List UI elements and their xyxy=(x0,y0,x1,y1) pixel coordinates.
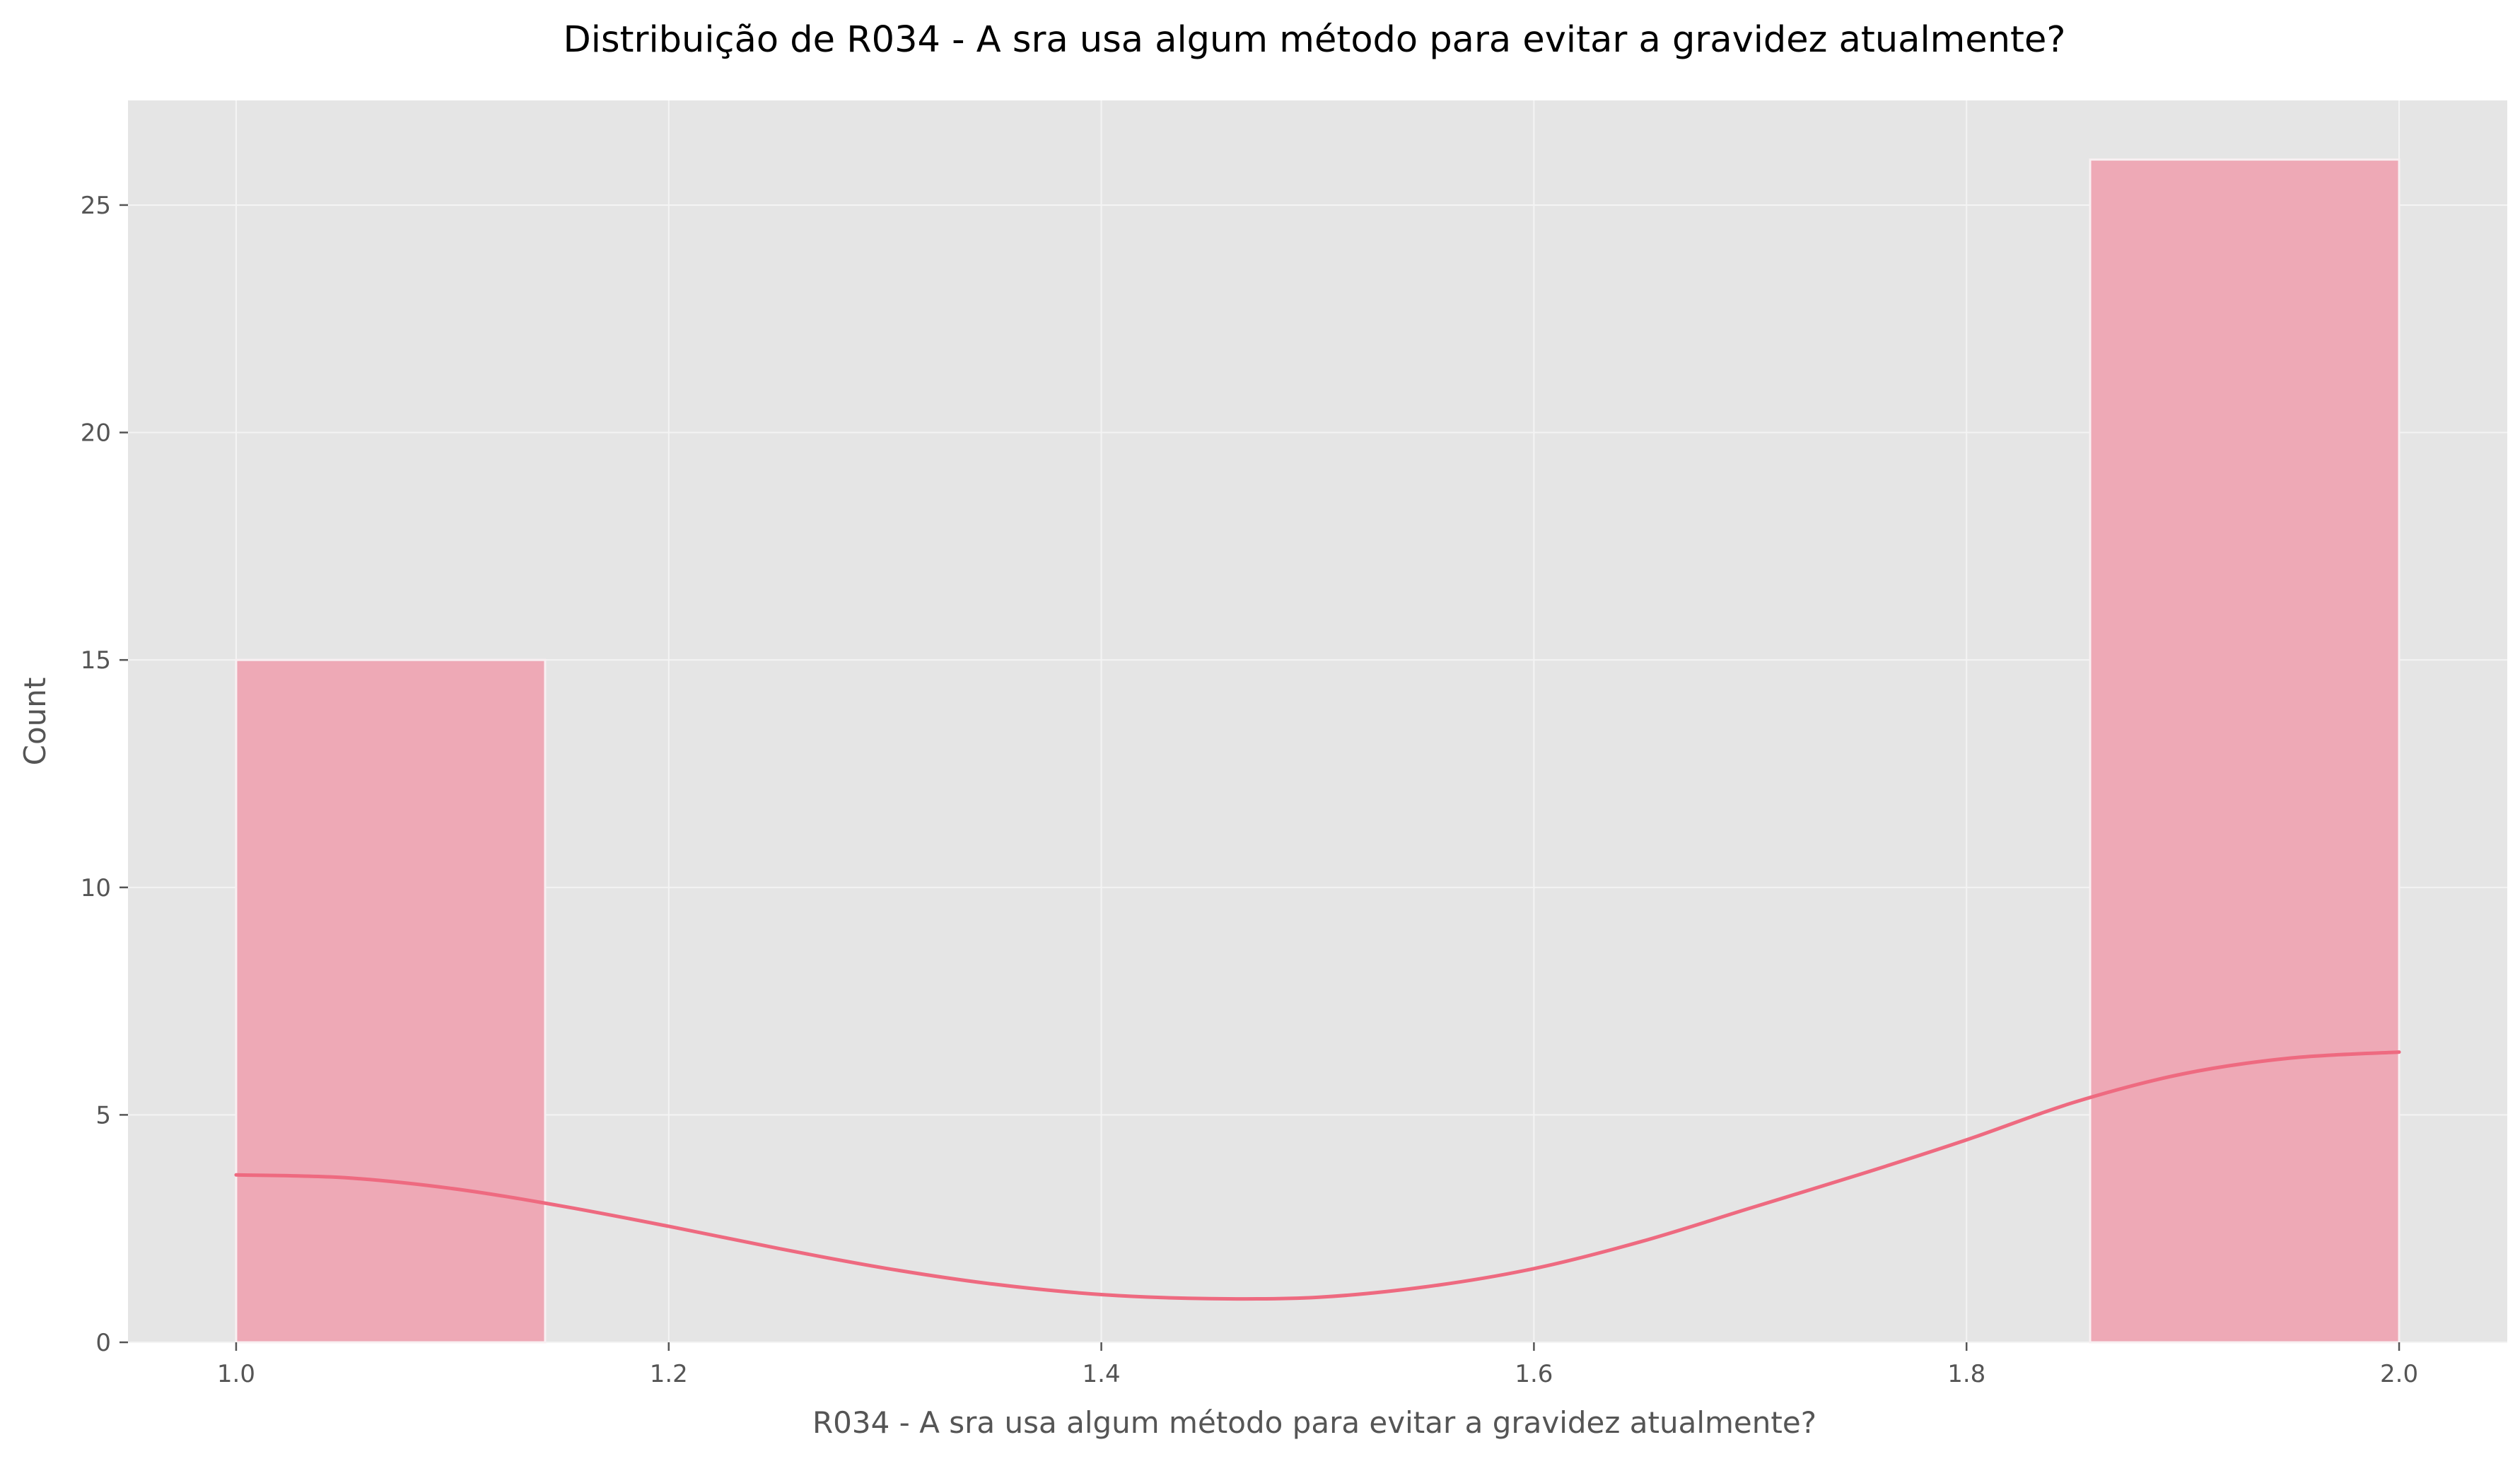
y-tick-label: 5 xyxy=(95,1101,111,1129)
kde-line xyxy=(234,1050,2401,1301)
chart-title: Distribuição de R034 - A sra usa algum m… xyxy=(564,19,2066,61)
axis-ticks: 1.0 1.2 1.4 1.6 1.8 2.0 0 5 10 15 20 25 xyxy=(81,192,2418,1388)
x-tick-label: 1.4 xyxy=(1083,1360,1121,1388)
y-tick-label: 0 xyxy=(95,1329,111,1357)
x-tick-label: 1.2 xyxy=(650,1360,688,1388)
histogram-bar xyxy=(2089,158,2401,1344)
x-tick-label: 1.0 xyxy=(217,1360,255,1388)
y-axis-label: Count xyxy=(18,678,52,766)
y-tick-label: 25 xyxy=(81,192,111,220)
histogram-bar xyxy=(235,658,547,1344)
y-tick-label: 10 xyxy=(81,874,111,902)
x-tick-label: 2.0 xyxy=(2380,1360,2418,1388)
kde-curve-group xyxy=(234,1050,2401,1301)
x-tick-label: 1.6 xyxy=(1515,1360,1553,1388)
x-axis-label: R034 - A sra usa algum método para evita… xyxy=(812,1405,1816,1440)
x-tick-label: 1.8 xyxy=(1947,1360,1985,1388)
y-tick-label: 20 xyxy=(81,419,111,448)
y-tick-label: 15 xyxy=(81,646,111,675)
histogram-bars xyxy=(235,158,2401,1344)
